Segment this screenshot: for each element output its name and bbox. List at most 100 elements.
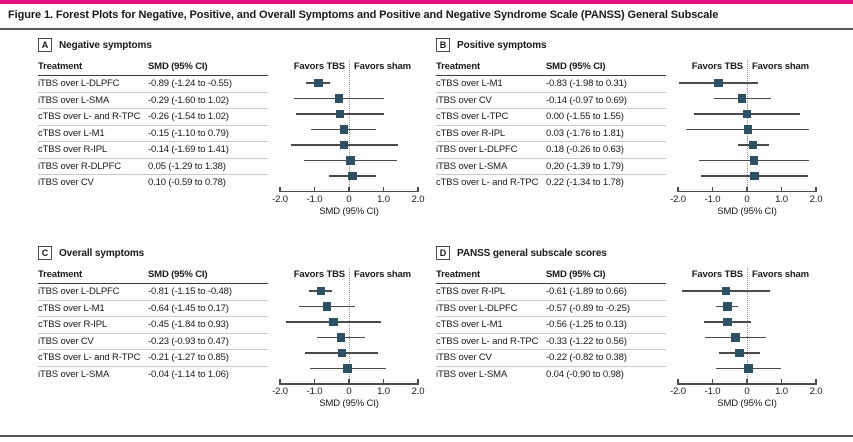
column-header-treatment: Treatment — [38, 61, 83, 72]
x-axis-tick — [348, 379, 350, 383]
x-axis-tick — [279, 186, 281, 191]
forest-plot: Favors TBS Favors sham -2.0 -1.0 0 1.0 2.0 SMD … — [272, 267, 425, 413]
table-row: iTBS over CV -0.14 (-0.97 to 0.69) — [436, 93, 666, 109]
x-axis-tick-label: 2.0 — [411, 193, 425, 205]
x-axis-tick-label: -2.0 — [670, 386, 686, 397]
x-axis-tick — [348, 186, 350, 191]
table-row: cTBS over L- and R-TPC -0.33 (-1.22 to 0.… — [436, 334, 666, 350]
smd-cell: -0.04 (-1.14 to 1.06) — [148, 368, 229, 380]
smd-marker — [714, 78, 723, 87]
x-axis-tick — [677, 379, 679, 383]
x-axis-tick-label: -2.0 — [670, 193, 686, 205]
panel-letter-badge: B — [436, 38, 450, 52]
smd-marker — [339, 125, 349, 134]
column-header-smd: SMD (95% CI) — [546, 269, 606, 280]
treatment-cell: cTBS over R-IPL — [436, 127, 506, 139]
table-row: cTBS over R-IPL -0.45 (-1.84 to 0.93) — [38, 317, 268, 334]
smd-cell: 0.03 (-1.76 to 1.81) — [546, 127, 624, 139]
x-axis-tick-label: -1.0 — [306, 386, 323, 397]
x-axis-title: SMD (95% CI) — [717, 398, 777, 409]
accent-bar — [0, 0, 853, 4]
panel-positive-symptoms: B Positive symptoms Treatment SMD (95% CI) c… — [436, 38, 823, 221]
smd-marker — [750, 171, 759, 180]
table-row: iTBS over L-DLPFC -0.81 (-1.15 to -0.48) — [38, 284, 268, 301]
x-axis-tick-label: -1.0 — [306, 193, 323, 205]
x-axis-tick-label: -1.0 — [704, 193, 721, 205]
table-header-row: Treatment SMD (95% CI) — [436, 267, 666, 284]
smd-cell: -0.81 (-1.15 to -0.48) — [148, 286, 232, 297]
smd-cell: 0.20 (-1.39 to 1.79) — [546, 160, 624, 172]
column-header-treatment: Treatment — [436, 61, 481, 72]
smd-cell: -0.14 (-0.97 to 0.69) — [546, 94, 627, 106]
panel-body: Treatment SMD (95% CI) cTBS over L-M1 -0.83… — [436, 59, 823, 221]
x-axis-tick-label: 0 — [346, 386, 352, 397]
smd-cell: -0.89 (-1.24 to -0.55) — [148, 78, 232, 89]
treatment-cell: iTBS over CV — [38, 177, 94, 188]
bottom-divider — [0, 435, 853, 437]
treatment-table: Treatment SMD (95% CI) cTBS over R-IPL -0.6… — [436, 267, 666, 413]
smd-cell: 0.00 (-1.55 to 1.55) — [546, 111, 624, 122]
x-axis-line — [279, 383, 419, 385]
smd-cell: 0.22 (-1.34 to 1.78) — [546, 177, 624, 188]
treatment-table: Treatment SMD (95% CI) iTBS over L-DLPFC -0… — [38, 267, 268, 413]
smd-cell: -0.57 (-0.89 to -0.25) — [546, 302, 630, 314]
treatment-cell: iTBS over CV — [436, 94, 492, 106]
smd-marker — [744, 364, 753, 373]
x-axis-tick — [677, 186, 679, 191]
treatment-cell: iTBS over L-SMA — [436, 160, 508, 172]
treatment-cell: cTBS over L-TPC — [436, 111, 509, 122]
x-axis-tick-label: 2.0 — [411, 386, 425, 397]
table-row: cTBS over L-TPC 0.00 (-1.55 to 1.55) — [436, 109, 666, 126]
table-row: iTBS over CV -0.22 (-0.82 to 0.38) — [436, 350, 666, 367]
panel-body: Treatment SMD (95% CI) iTBS over L-DLPFC -0… — [38, 267, 425, 413]
smd-marker — [748, 140, 758, 149]
smd-cell: -0.64 (-1.45 to 0.17) — [148, 302, 229, 314]
x-axis-tick-label: -2.0 — [272, 386, 288, 397]
treatment-cell: cTBS over L- and R-TPC — [38, 352, 141, 363]
x-axis-tick — [746, 379, 748, 383]
x-axis-tick — [815, 186, 817, 191]
column-header-smd: SMD (95% CI) — [148, 269, 208, 280]
x-axis-title: SMD (95% CI) — [717, 205, 777, 217]
favors-sham-label: Favors sham — [752, 61, 809, 72]
panel-letter-badge: C — [38, 246, 52, 260]
panel-title: PANSS general subscale scores — [457, 247, 607, 259]
x-axis-tick-label: 0 — [744, 386, 750, 397]
column-header-smd: SMD (95% CI) — [546, 61, 606, 72]
favors-tbs-label: Favors TBS — [691, 269, 743, 280]
x-axis-tick-label: 0 — [346, 193, 352, 205]
x-axis-tick-label: 1.0 — [377, 386, 390, 397]
x-axis-tick-label: -2.0 — [272, 193, 288, 205]
x-axis-tick — [780, 379, 783, 383]
zero-reference-line — [348, 268, 350, 383]
x-axis-tick — [279, 379, 281, 383]
x-axis-tick — [417, 379, 419, 383]
smd-marker — [735, 348, 744, 357]
title-divider — [0, 28, 853, 30]
x-axis-tick — [417, 186, 419, 191]
smd-marker — [749, 156, 759, 165]
treatment-table: Treatment SMD (95% CI) iTBS over L-DLPFC -0… — [38, 59, 268, 221]
table-row: iTBS over L-DLPFC 0.18 (-0.26 to 0.63) — [436, 142, 666, 159]
column-header-treatment: Treatment — [38, 269, 83, 280]
panel-panss-general-subscale: D PANSS general subscale scores Treatment S… — [436, 246, 823, 413]
x-axis-title: SMD (95% CI) — [319, 398, 379, 409]
x-axis-tick — [313, 379, 316, 383]
treatment-cell: iTBS over L-SMA — [38, 94, 110, 106]
smd-marker — [329, 317, 338, 326]
treatment-cell: cTBS over R-IPL — [38, 319, 108, 330]
x-axis-tick — [711, 186, 714, 191]
smd-cell: -0.29 (-1.60 to 1.02) — [148, 94, 229, 106]
panel-header: D PANSS general subscale scores — [436, 246, 822, 260]
table-header-row: Treatment SMD (95% CI) — [38, 267, 268, 284]
treatment-cell: cTBS over L-M1 — [38, 127, 105, 139]
treatment-cell: iTBS over CV — [38, 335, 94, 347]
panel-letter-badge: D — [436, 246, 450, 260]
x-axis-tick — [382, 379, 385, 383]
table-row: iTBS over L-SMA -0.04 (-1.14 to 1.06) — [38, 367, 268, 383]
column-header-treatment: Treatment — [436, 269, 481, 280]
smd-cell: -0.22 (-0.82 to 0.38) — [546, 352, 627, 363]
smd-marker — [337, 348, 346, 357]
smd-cell: -0.21 (-1.27 to 0.85) — [148, 352, 229, 363]
